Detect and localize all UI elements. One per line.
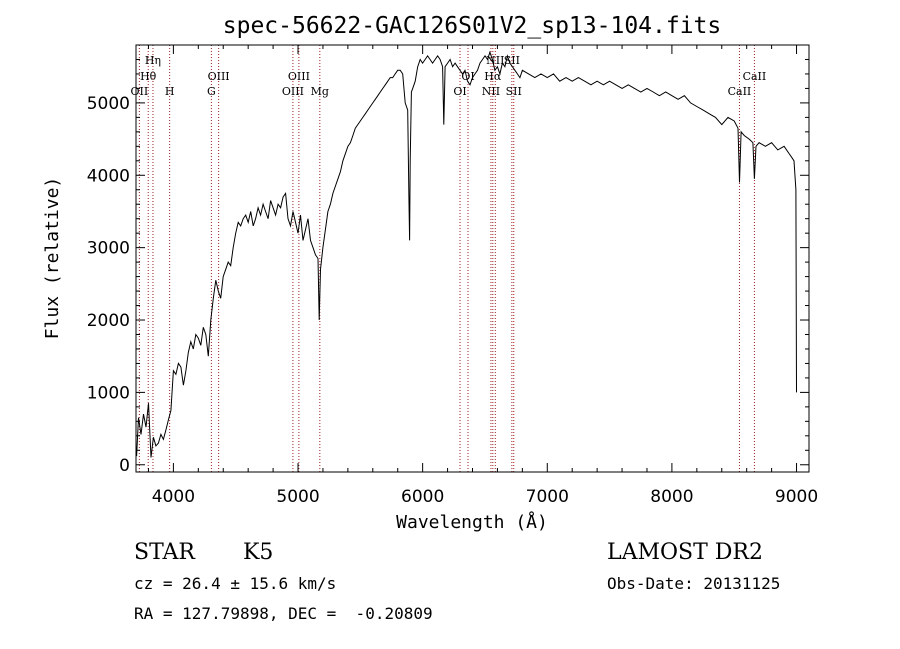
marker-label-17: CaII — [743, 70, 767, 83]
y-tick-label-5: 5000 — [87, 94, 130, 114]
marker-label-16: CaII — [728, 85, 752, 98]
marker-label-4: G — [207, 85, 216, 98]
coordinates: RA = 127.79898, DEC = -0.20809 — [134, 604, 433, 623]
marker-label-15: SII — [506, 85, 522, 98]
marker-label-0: OII — [131, 85, 149, 98]
object-subclass: K5 — [243, 540, 274, 565]
y-tick-label-1: 1000 — [87, 383, 130, 403]
x-tick-label-3: 7000 — [526, 487, 569, 507]
marker-label-11: NII — [482, 85, 500, 98]
object-class: STAR — [134, 540, 195, 565]
marker-label-6: OIII — [282, 85, 304, 98]
x-tick-label-0: 4000 — [152, 487, 195, 507]
y-axis-label: Flux (relative) — [42, 177, 63, 340]
x-tick-label-2: 6000 — [401, 487, 444, 507]
plot-frame — [135, 44, 810, 473]
x-tick-label-5: 9000 — [775, 487, 818, 507]
emission-line-markers — [138, 45, 755, 472]
y-tick-label-0: 0 — [119, 456, 130, 476]
x-tick-label-1: 5000 — [276, 487, 319, 507]
redshift-velocity: cz = 26.4 ± 15.6 km/s — [134, 574, 337, 593]
x-axis-label: Wavelength (Å) — [396, 511, 548, 533]
y-tick-label-3: 3000 — [87, 239, 130, 259]
x-axis: 4000 5000 6000 7000 8000 9000 — [147, 45, 818, 507]
marker-label-3: H — [165, 85, 175, 98]
marker-label-8: Mg — [311, 85, 329, 98]
marker-label-9: OI — [453, 85, 466, 98]
marker-label-12: Hα — [484, 70, 502, 83]
marker-label-1: Hθ — [140, 70, 157, 83]
y-tick-label-2: 2000 — [87, 311, 130, 331]
marker-label-13: NII — [486, 54, 504, 67]
y-tick-label-4: 4000 — [87, 166, 130, 186]
spectrum-chart: spec-56622-GAC126S01V2_sp13-104.fits OII… — [42, 13, 818, 533]
marker-label-5: OIII — [208, 70, 230, 83]
marker-label-2: Hη — [145, 54, 161, 67]
observation-date: Obs-Date: 20131125 — [607, 574, 781, 593]
marker-label-7: OIII — [288, 70, 310, 83]
survey-name: LAMOST DR2 — [607, 540, 763, 565]
spectrum-line — [136, 50, 797, 458]
x-tick-label-4: 8000 — [650, 487, 693, 507]
y-axis: 0 1000 2000 3000 4000 5000 — [87, 58, 809, 476]
chart-title: spec-56622-GAC126S01V2_sp13-104.fits — [223, 13, 722, 39]
